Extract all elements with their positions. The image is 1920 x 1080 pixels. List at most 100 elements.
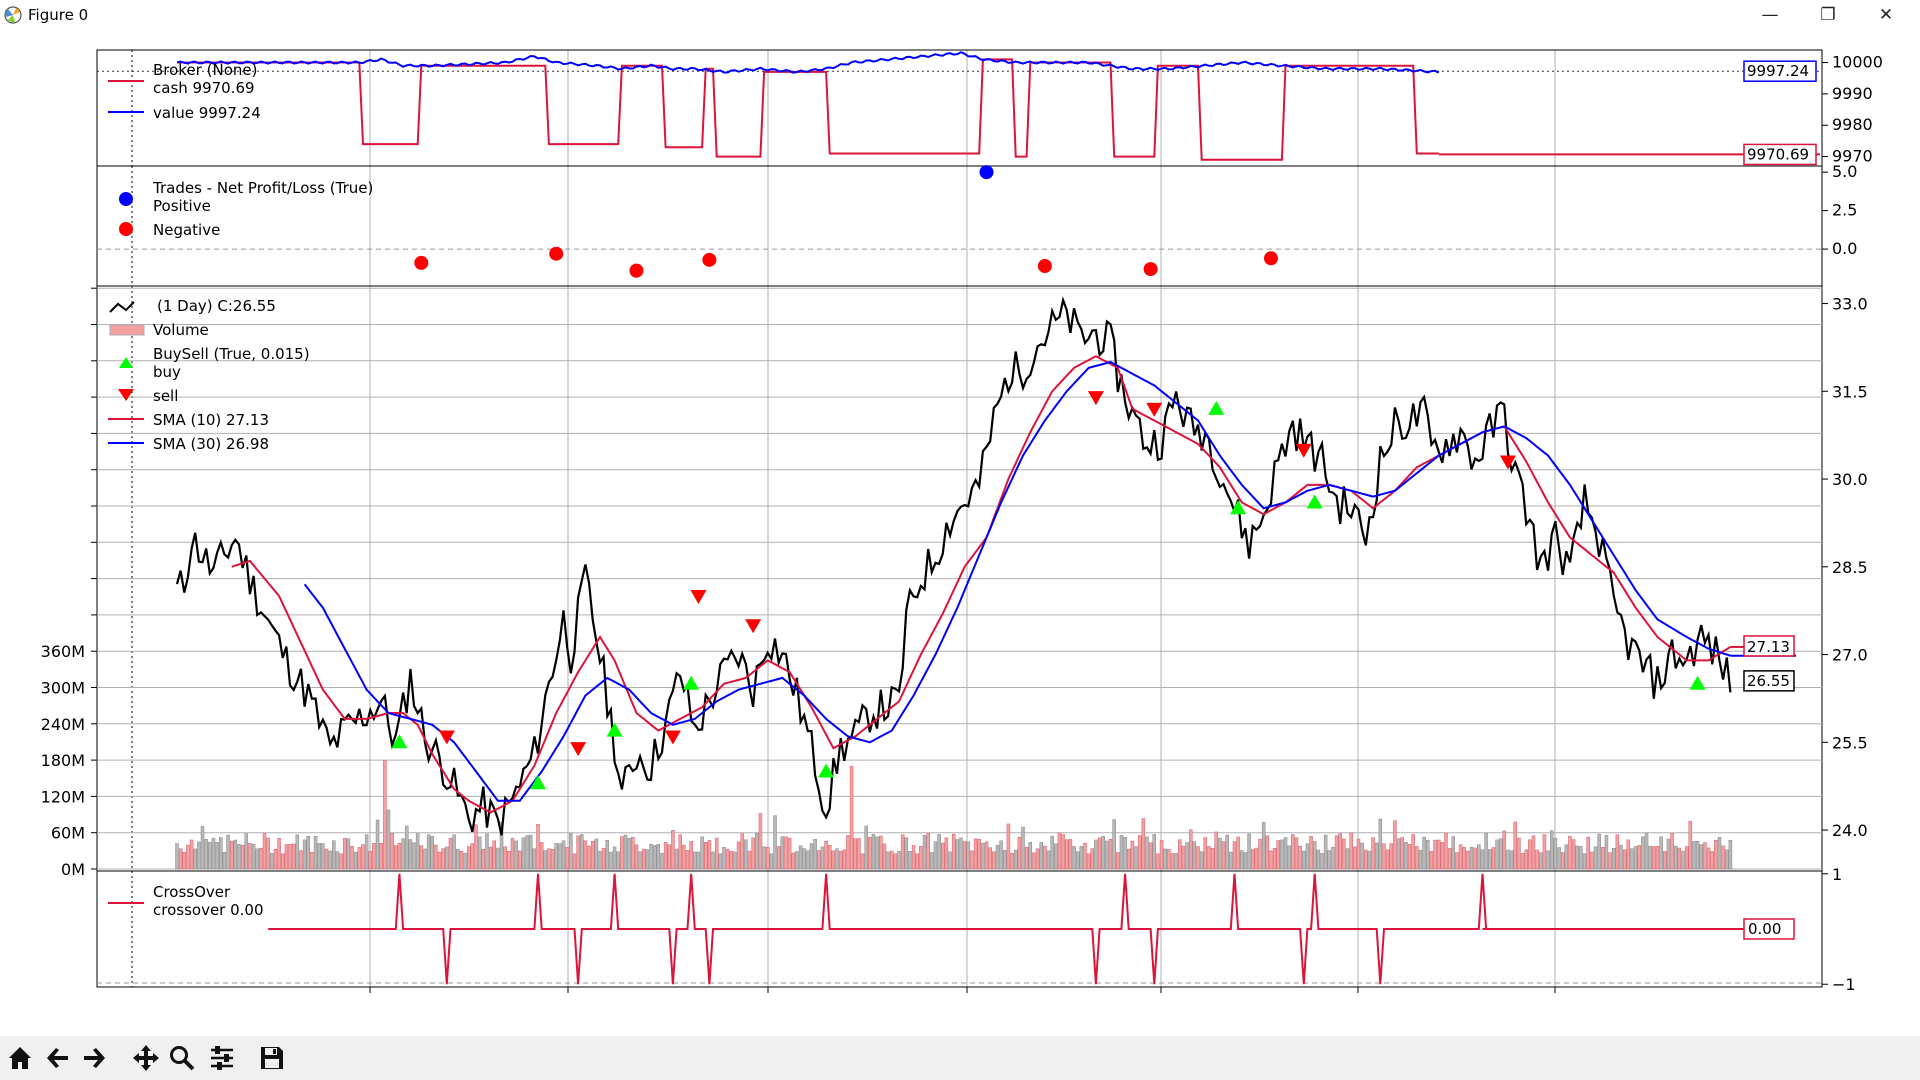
buy-marker	[683, 675, 700, 690]
sma10-legend-label: SMA (10) 27.13	[153, 411, 269, 429]
volume-bar	[1028, 842, 1033, 870]
volume-bar	[806, 850, 810, 870]
volume-bar	[970, 850, 974, 870]
volume-bar	[273, 849, 278, 870]
volume-bar	[1221, 841, 1226, 870]
sell-marker	[1146, 402, 1163, 417]
volume-bar	[1400, 837, 1404, 870]
volume-bar	[485, 833, 489, 870]
volume-bar	[1156, 853, 1160, 870]
cash-line	[177, 58, 1439, 161]
volume-bar	[284, 844, 289, 870]
volume-bar	[1309, 836, 1313, 870]
volume-bar	[565, 847, 569, 870]
maximize-button[interactable]: ❐	[1800, 0, 1856, 30]
volume-bar	[237, 844, 241, 870]
volume-bar	[507, 851, 511, 870]
volume-bar	[1670, 832, 1674, 870]
volume-bar	[536, 824, 540, 870]
volume-bar	[1637, 845, 1642, 870]
back-button[interactable]	[42, 1042, 74, 1074]
sell-legend-swatch	[118, 389, 134, 401]
configure-subplots-button[interactable]	[206, 1042, 238, 1074]
volume-bar	[1006, 823, 1011, 870]
volume-bar	[1648, 845, 1652, 870]
volume-bar	[904, 837, 909, 870]
volume-bar	[703, 841, 708, 870]
volume-bar	[609, 851, 613, 870]
volume-bar	[1535, 849, 1539, 870]
volume-bar	[871, 834, 876, 870]
volume-bar	[379, 843, 383, 870]
zoom-button[interactable]	[166, 1042, 198, 1074]
negative-legend-label: Negative	[153, 221, 220, 239]
volume-bar	[1218, 837, 1222, 870]
volume-bar	[503, 846, 507, 870]
sell-marker	[570, 742, 587, 757]
volume-bar	[1312, 841, 1317, 870]
forward-button[interactable]	[78, 1042, 110, 1074]
volume-bar	[1152, 833, 1157, 870]
volume-bar	[580, 834, 584, 870]
sell-marker	[1499, 455, 1516, 470]
volume-bar	[262, 833, 267, 870]
volume-bar	[1236, 836, 1240, 870]
volume-bar	[1013, 849, 1018, 870]
volume-bar	[1458, 844, 1463, 870]
volume-bar	[1542, 834, 1547, 870]
volume-bar	[1440, 842, 1445, 870]
volume-bar	[642, 848, 646, 870]
volume-bar	[846, 835, 850, 870]
volume-bar	[1491, 847, 1496, 870]
minimize-button[interactable]: —	[1742, 0, 1798, 30]
volume-bar	[1305, 843, 1310, 870]
sell-legend-label: sell	[153, 387, 178, 405]
buy-marker	[1306, 494, 1323, 509]
volume-bar	[310, 851, 314, 870]
buy-marker	[530, 775, 547, 790]
pan-button[interactable]	[130, 1042, 162, 1074]
close-button[interactable]: ✕	[1858, 0, 1914, 30]
volume-bar	[1455, 852, 1459, 870]
volume-bar	[313, 836, 318, 870]
volume-bar	[1349, 832, 1353, 870]
sell-marker	[690, 590, 707, 605]
volume-bar	[1367, 850, 1372, 870]
figure-canvas: 10000 9990 9980 9970 9997.24 9970.69 Broker (N…	[0, 30, 1920, 1035]
volume-bar	[962, 841, 967, 870]
volume-bar	[838, 850, 843, 870]
save-button[interactable]	[256, 1042, 288, 1074]
volume-bar	[1356, 838, 1361, 870]
home-button[interactable]	[4, 1042, 36, 1074]
volume-bar	[755, 833, 759, 870]
volume-bar	[1411, 834, 1415, 870]
volume-bar	[1553, 838, 1558, 870]
volume-bar	[948, 851, 952, 870]
volume-bar	[441, 848, 445, 870]
volume-bar	[1710, 851, 1714, 870]
volume-bar	[1633, 846, 1638, 870]
volume-bar	[1466, 850, 1470, 870]
negative-trade-point	[1143, 262, 1158, 277]
volume-bar	[470, 843, 475, 870]
back-icon	[47, 1048, 68, 1068]
positive-trade-point	[979, 165, 994, 180]
volume-bar	[1579, 846, 1583, 870]
volume-bar	[306, 836, 311, 870]
broker-legend-title: Broker (None)	[153, 61, 257, 79]
volume-bar	[864, 825, 868, 870]
volume-bar	[1520, 853, 1525, 870]
cash-last-label: 9970.69	[1747, 145, 1809, 163]
price-ytick-label: 30.0	[1832, 470, 1868, 489]
sma10-last-box	[1743, 635, 1795, 657]
volume-bar	[182, 851, 187, 870]
volume-bar	[824, 840, 828, 870]
volume-bar	[831, 850, 836, 870]
volume-bar	[1495, 839, 1499, 870]
volume-bar	[1086, 853, 1091, 870]
volume-bar	[1302, 850, 1306, 870]
broker-frame	[96, 49, 1823, 167]
volume-bar	[784, 836, 788, 870]
volume-bar	[1360, 842, 1364, 870]
volume-bar	[1039, 842, 1043, 870]
